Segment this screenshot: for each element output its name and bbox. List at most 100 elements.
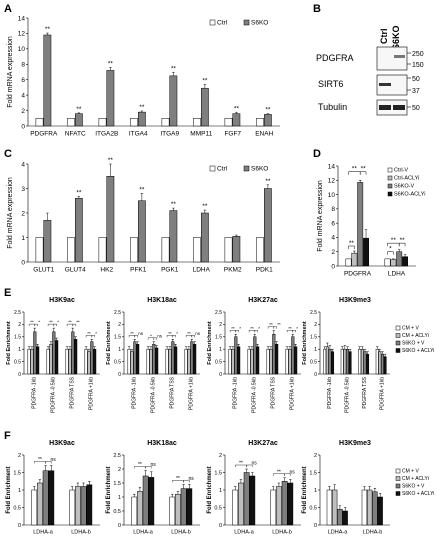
x-tick-label: PGK1 [161, 267, 179, 274]
bar [224, 118, 233, 127]
y-tick-label: 1.5 [14, 335, 21, 341]
significance-label: ** [349, 240, 355, 247]
bar [201, 87, 209, 127]
significance-bracket [145, 466, 152, 469]
bar [43, 220, 52, 263]
bar [249, 475, 256, 526]
bar [332, 489, 338, 526]
y-axis-label: Fold Enrichment [207, 466, 213, 513]
x-tick-label: LDHA-b [71, 530, 91, 536]
significance-bracket [273, 326, 277, 329]
bar [131, 496, 138, 526]
chart-title: H3K27ac [248, 440, 278, 447]
y-tick-label: 1.5 [215, 335, 222, 341]
legend-label: S6KO-V [394, 184, 415, 190]
y-tick-label: 12 [18, 31, 26, 38]
significance-label: ns [188, 476, 194, 482]
bar [86, 484, 93, 526]
bar [98, 237, 107, 263]
bar [232, 489, 239, 526]
significance-label: ** [76, 320, 80, 325]
significance-label: ns [150, 462, 156, 468]
x-tick-label: ITGA9 [160, 131, 179, 138]
bar [256, 346, 260, 375]
y-tick-label: 1 [219, 488, 222, 494]
chart-e1: H3K9ac Fold Enrichment 0 0.5 1 1.5 2 2.5 PDGFRA … [6, 297, 100, 413]
y-tick-label: 0.5 [215, 359, 222, 365]
bar [42, 470, 49, 526]
bar [49, 343, 53, 375]
significance-label: ** [361, 166, 367, 173]
significance-label: ** [38, 457, 42, 463]
x-tick-label: MMP11 [190, 131, 212, 138]
y-tick-label: 1 [118, 347, 121, 353]
significance-bracket [153, 337, 157, 340]
bar [36, 346, 40, 375]
bar [243, 472, 250, 526]
bar [256, 118, 264, 127]
y-axis-label: Fold Enrichment [106, 321, 112, 365]
y-tick-label: 1 [118, 495, 121, 501]
bar [138, 200, 146, 263]
x-tick-label: LDHA [193, 267, 211, 274]
significance-bracket [183, 480, 190, 483]
bar [190, 341, 194, 375]
significance-bracket [72, 323, 76, 327]
bar [106, 70, 115, 127]
chart-title: H3K9me3 [339, 440, 371, 447]
y-axis-label: Fold Enrichment [6, 321, 12, 365]
significance-label: ** [76, 106, 82, 113]
bar [130, 118, 138, 127]
y-tick-label: 0.5 [13, 505, 21, 511]
y-tick-label: 0 [219, 372, 222, 378]
y-tick-label: 0.5 [114, 359, 121, 365]
bar [30, 348, 34, 375]
bar [174, 346, 178, 375]
western-blot: Ctrl S6KO PDGFRA 250 150 SIRT6 50 37 Tub… [316, 25, 424, 116]
y-tick-label: 0 [18, 372, 21, 378]
blot-lane-s6ko: S6KO [391, 25, 401, 50]
bar [180, 488, 187, 526]
bar [67, 118, 75, 127]
legend-swatch [395, 348, 401, 353]
significance-label: ns [138, 331, 144, 336]
bar [130, 351, 134, 375]
bar [137, 491, 143, 526]
chart-title: H3K27ac [248, 297, 278, 304]
y-axis-label: Fold Enrichment [106, 466, 112, 513]
bar [37, 482, 43, 526]
bar [169, 496, 176, 526]
significance-label: ** [269, 322, 273, 327]
y-tick-label: 1.5 [310, 335, 317, 341]
x-tick-label: PDGFRA +1kb [189, 377, 195, 410]
y-tick-label: 0.5 [309, 505, 317, 511]
bar [253, 336, 257, 375]
bar [325, 346, 329, 375]
x-tick-label: LDHA-a [328, 530, 349, 536]
y-tick-label: 2.5 [215, 310, 222, 316]
legend-label: S6KO + V [402, 484, 425, 490]
y-tick-label: 2 [314, 453, 317, 459]
y-axis-label: Fold mRNA expression [317, 180, 324, 252]
bar [193, 343, 197, 375]
x-tick-label: PDGFRA -0.5kb [344, 377, 350, 413]
bar [383, 356, 387, 375]
y-tick-label: 6 [21, 77, 25, 84]
significance-bracket [91, 335, 95, 338]
significance-label: ** [265, 107, 271, 114]
significance-label: ** [176, 476, 180, 482]
x-tick-label: PDGFRA -1kb [233, 377, 239, 409]
bar [331, 351, 335, 375]
x-tick-label: LDHA-a [33, 530, 54, 536]
legend-label: Ctrl [217, 20, 228, 27]
legend-label: Ctrl-V [394, 168, 408, 174]
bar [285, 348, 289, 375]
bar [237, 346, 241, 375]
x-tick-label: PDGFRA TSS [271, 376, 277, 408]
bar [84, 348, 88, 375]
x-tick-label: PDGFRA +1kb [89, 377, 95, 410]
y-tick-label: 0 [314, 523, 317, 529]
bar [175, 493, 181, 526]
bar [384, 258, 391, 267]
y-tick-label: 1.5 [114, 335, 121, 341]
